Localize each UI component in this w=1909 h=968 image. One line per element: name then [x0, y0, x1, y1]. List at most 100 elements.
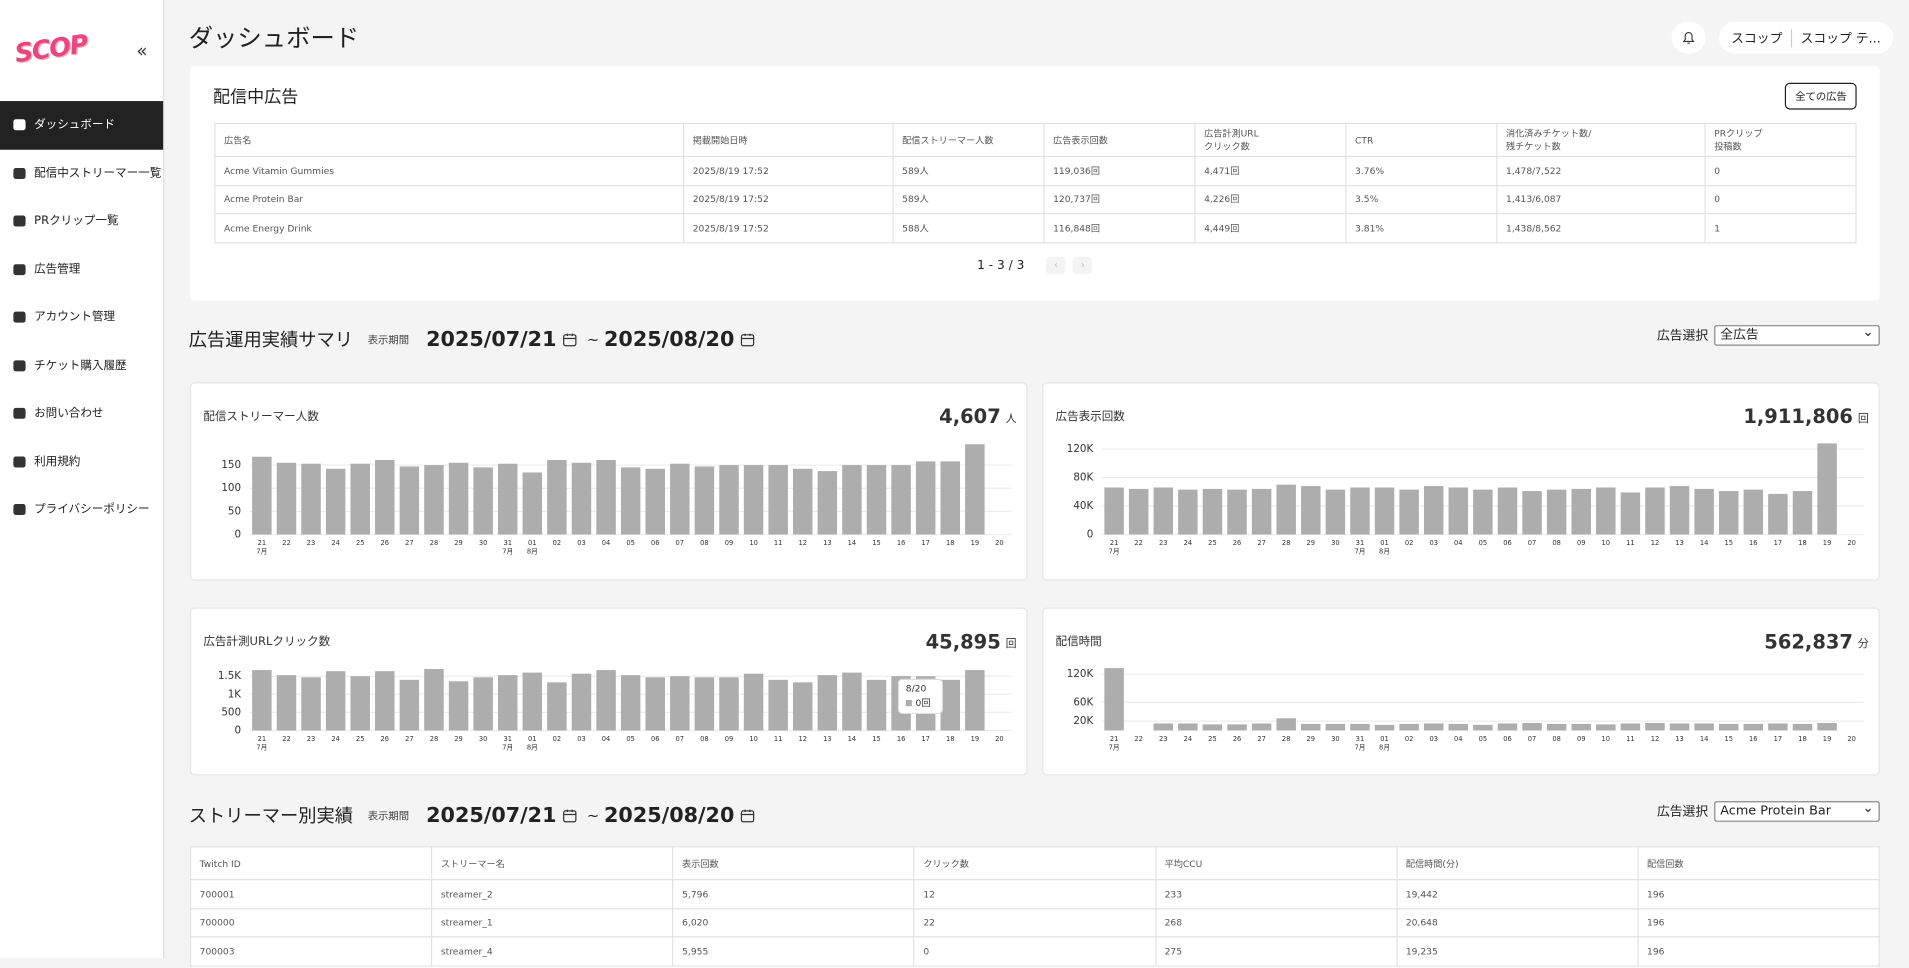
x-sublabel: 7月: [1354, 548, 1365, 556]
table-cell: 1: [1704, 213, 1857, 243]
x-tick-label: 15: [872, 735, 881, 743]
x-tick-label: 24: [331, 539, 340, 547]
nav-item[interactable]: お問い合わせ: [0, 390, 163, 438]
bar: [473, 677, 493, 731]
x-tick-label: 20: [1847, 539, 1856, 547]
bar: [1178, 489, 1198, 535]
next-page[interactable]: ›: [1073, 256, 1093, 274]
bar: [1743, 489, 1764, 535]
table-body: 700001 streamer_2 5,796 12 233 19,442 196 70000…: [189, 879, 1880, 967]
nav-item[interactable]: チケット購入履歴: [0, 342, 163, 390]
x-sublabel: 7月: [1354, 744, 1365, 752]
calendar-icon[interactable]: [563, 332, 578, 347]
x-tick-label: 11: [774, 735, 783, 743]
table-cell: 196: [1637, 936, 1880, 967]
bar: [399, 466, 420, 535]
bar: [375, 671, 395, 731]
x-tick-label: 13: [1675, 735, 1684, 743]
prev-page[interactable]: ‹: [1046, 256, 1066, 274]
bar: [1522, 491, 1542, 535]
x-tick-label: 04: [602, 539, 611, 547]
x-tick-label: 07: [1528, 539, 1537, 547]
x-tick-label: 15: [872, 539, 881, 547]
page-title: ダッシュボード: [188, 23, 360, 53]
x-tick-label: 18: [1798, 539, 1807, 547]
chart-unit: 分: [1858, 637, 1869, 650]
table-cell: 3.5%: [1345, 184, 1498, 215]
table-cell: 5,796: [672, 879, 915, 909]
user-button[interactable]: スコップ テ...: [1790, 28, 1881, 47]
nav-item[interactable]: 利用規約: [0, 438, 163, 486]
bar: [276, 675, 297, 731]
bar: [424, 465, 444, 535]
tooltip: 8/20 0回: [897, 678, 943, 715]
x-tick-label: 07: [676, 735, 685, 743]
bar: [571, 673, 592, 731]
bar: [793, 468, 813, 535]
nav-item[interactable]: 配信中ストリーマー一覧: [0, 149, 163, 197]
calendar-icon[interactable]: [740, 808, 755, 823]
nav-item[interactable]: PRクリップ一覧: [0, 197, 163, 245]
nav-item[interactable]: アカウント管理: [0, 293, 163, 341]
x-tick-label: 09: [1577, 539, 1586, 547]
bar: [375, 459, 395, 535]
start-date[interactable]: 2025/07/21: [426, 802, 557, 828]
x-tick-label: 30: [479, 539, 488, 547]
chart-card: 広告計測URLクリック数 45,895 回 0 500 1K 1.5K 21 22 23 24 25 2…: [189, 607, 1028, 776]
bar: [596, 670, 616, 731]
all-ads-button[interactable]: 全ての広告: [1785, 82, 1857, 110]
bar: [497, 675, 518, 731]
x-tick-label: 09: [725, 539, 734, 547]
table-cell: 5,955: [672, 936, 915, 967]
x-tick-label: 25: [356, 539, 365, 547]
end-date[interactable]: 2025/08/20: [604, 802, 735, 828]
ad-select[interactable]: 全広告: [1714, 323, 1880, 346]
calendar-icon[interactable]: [740, 332, 755, 347]
column-header: 配信ストリーマー人数: [892, 122, 1045, 158]
table-head: Twitch ID ストリーマー名 表示回数 クリック数 平均CCU 配信時間(分) 配信回…: [189, 846, 1880, 881]
end-date[interactable]: 2025/08/20: [604, 326, 735, 352]
x-tick-label: 02: [553, 539, 562, 547]
chart-title: 配信時間: [1056, 634, 1102, 648]
ad-select[interactable]: Acme Protein Bar: [1714, 799, 1880, 822]
nav-item[interactable]: プライバシーポリシー: [0, 486, 163, 534]
table-row: Acme Vitamin Gummies 2025/8/19 17:52 589人 1…: [214, 155, 1857, 186]
period-label: 表示期間: [367, 334, 410, 347]
x-tick-label: 23: [1159, 539, 1168, 547]
start-date[interactable]: 2025/07/21: [426, 326, 557, 352]
table-cell: 22: [913, 907, 1157, 938]
notification-button[interactable]: [1671, 21, 1706, 54]
user-button[interactable]: スコップ: [1731, 31, 1783, 46]
x-sublabel: 7月: [502, 548, 513, 556]
x-tick-label: 13: [823, 735, 832, 743]
bar: [1325, 489, 1346, 535]
x-tick-label: 23: [1159, 735, 1168, 743]
nav-item[interactable]: 広告管理: [0, 245, 163, 293]
x-sublabel: 7月: [502, 744, 513, 752]
table-cell: 1,438/8,562: [1496, 213, 1706, 243]
user-menu[interactable]: スコップ スコップ テ...: [1719, 21, 1893, 54]
x-tick-label: 19: [971, 735, 980, 743]
tooltip-title: 8/20: [906, 685, 927, 695]
x-tick-label: 20: [995, 735, 1004, 743]
table-cell: 2025/8/19 17:52: [683, 184, 894, 215]
x-tick-label: 27: [405, 735, 414, 743]
nav-item[interactable]: ダッシュボード: [0, 101, 164, 150]
table-cell: 700000: [189, 907, 433, 938]
collapse-button[interactable]: «: [136, 40, 148, 63]
chart-total: 1,911,806: [1743, 405, 1853, 428]
table-cell: 700003: [189, 936, 433, 967]
x-tick-label: 05: [1479, 735, 1488, 743]
logo[interactable]: SCOP: [12, 29, 90, 69]
chart-card: 配信時間 562,837 分 20K 60K 120K 21 22 23 24 25 26 27 28 29…: [1042, 607, 1880, 776]
y-tick-label: 100: [221, 482, 241, 494]
column-header: 広告計測URL クリック数: [1194, 122, 1347, 158]
x-tick-label: 27: [405, 539, 414, 547]
bar: [768, 465, 788, 535]
bar: [694, 466, 715, 535]
x-tick-label: 15: [1724, 539, 1733, 547]
bar: [325, 468, 346, 535]
table-cell: 4,226回: [1194, 184, 1347, 215]
bar: [448, 681, 469, 731]
calendar-icon[interactable]: [563, 808, 578, 823]
